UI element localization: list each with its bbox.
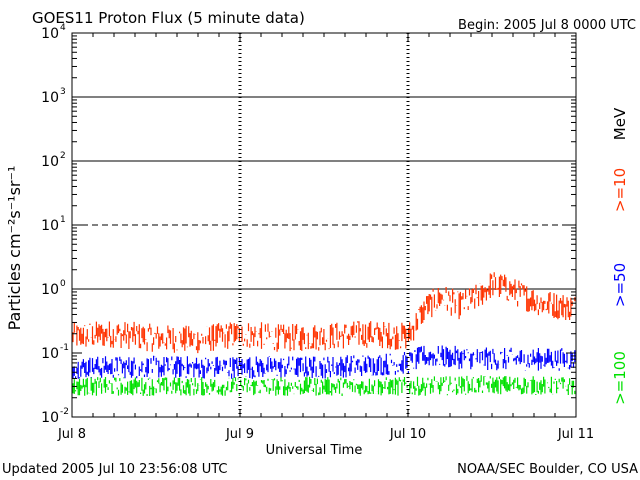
legend-entry: >=50 [611, 263, 629, 307]
begin-label: Begin: 2005 Jul 8 0000 UTC [458, 18, 636, 33]
legend-entry: MeV [611, 107, 629, 140]
y-tick-exponent: -1 [60, 343, 69, 353]
y-tick-label: 10 [41, 26, 59, 42]
y-axis-label: Particles cm⁻²s⁻¹sr⁻¹ [5, 166, 24, 331]
x-tick-label: Jul 10 [389, 427, 426, 442]
x-tick-label: Jul 11 [557, 427, 594, 442]
day-markers [238, 33, 410, 417]
y-tick-exponent: 0 [60, 279, 66, 289]
y-tick-label: 10 [41, 154, 59, 170]
y-tick-exponent: 1 [60, 215, 66, 225]
y-tick-label: 10 [41, 346, 59, 362]
y-tick-label: 10 [41, 282, 59, 298]
legend: MeV >=10 >=50 >=100 [611, 107, 629, 405]
series-gte-100 [72, 375, 576, 396]
series-layer [72, 272, 576, 396]
y-tick-exponent: 3 [60, 87, 66, 97]
updated-label: Updated 2005 Jul 10 23:56:08 UTC [2, 462, 227, 477]
series-gte-50 [72, 345, 576, 379]
y-tick-exponent: 4 [60, 23, 66, 33]
series-trace [72, 272, 576, 354]
series-gte-10 [72, 272, 576, 354]
x-axis: Jul 8 Jul 9 Jul 10 Jul 11 [57, 33, 594, 442]
y-tick-label: 10 [41, 218, 59, 234]
x-axis-label: Universal Time [266, 443, 363, 458]
series-trace [72, 375, 576, 396]
series-trace [72, 345, 576, 379]
y-tick-label: 10 [41, 410, 59, 426]
source-label: NOAA/SEC Boulder, CO USA [457, 462, 638, 477]
threshold-lines [72, 96, 576, 290]
y-tick-exponent: -2 [60, 407, 69, 417]
legend-entry: >=100 [611, 351, 629, 405]
y-tick-label: 10 [41, 90, 59, 106]
chart-title: GOES11 Proton Flux (5 minute data) [32, 9, 305, 27]
x-tick-label: Jul 8 [57, 427, 86, 442]
x-tick-label: Jul 9 [225, 427, 254, 442]
y-tick-exponent: 2 [60, 151, 66, 161]
legend-entry: >=10 [611, 168, 629, 212]
